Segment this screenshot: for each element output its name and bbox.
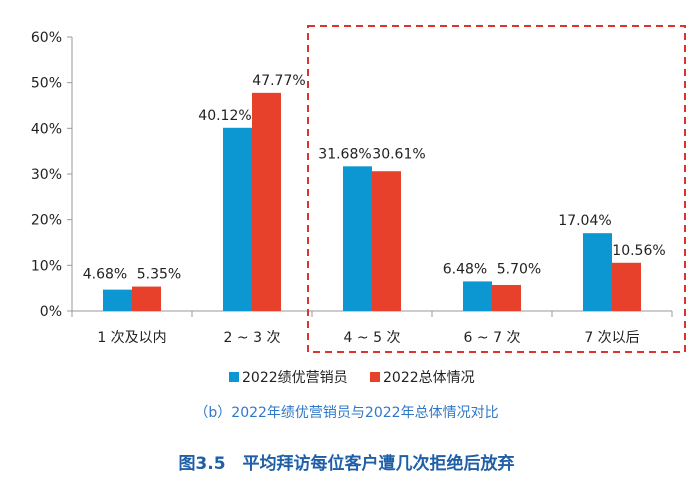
bar <box>463 281 492 311</box>
legend-label: 2022总体情况 <box>383 370 475 386</box>
y-tick-label: 50% <box>31 76 62 92</box>
data-labels: 4.68% 5.35% 40.12% 47.77% 31.68% 30.61% 6.48% 5… <box>83 73 666 283</box>
legend-label: 2022绩优营销员 <box>242 370 348 386</box>
y-tick-label: 30% <box>31 167 62 183</box>
bar <box>372 171 401 311</box>
y-tick-label: 10% <box>31 258 62 274</box>
data-label: 40.12% <box>198 108 251 124</box>
bar <box>583 233 612 311</box>
bar <box>252 92 281 311</box>
bar <box>343 166 372 311</box>
data-label: 5.70% <box>497 261 541 277</box>
figure-title: 图3.5 平均拜访每位客户遭几次拒绝后放弃 <box>178 454 515 474</box>
y-tick-label: 40% <box>31 121 62 137</box>
y-tick-label: 0% <box>40 304 62 320</box>
bars <box>103 92 641 311</box>
y-axis: 0% 10% 20% 30% 40% 50% 60% <box>31 30 73 320</box>
bar <box>132 286 161 311</box>
bar <box>492 284 521 311</box>
data-label: 4.68% <box>83 267 127 283</box>
data-label: 5.35% <box>137 267 181 283</box>
bar <box>612 262 641 311</box>
legend-swatch <box>370 372 380 382</box>
y-tick-label: 20% <box>31 213 62 229</box>
x-category-label: 1 次及以内 <box>97 330 166 346</box>
data-label: 31.68% <box>318 146 371 162</box>
legend-swatch <box>229 372 239 382</box>
dashed-highlight-rect <box>307 25 686 353</box>
data-label: 30.61% <box>372 146 425 162</box>
data-label: 10.56% <box>612 243 665 259</box>
x-category-label: 7 次以后 <box>584 330 639 346</box>
chart-subtitle: （b）2022年绩优营销员与2022年总体情况对比 <box>194 405 499 421</box>
bar-chart: 0% 10% 20% 30% 40% 50% 60% 1 次及以内 2 ~ 3 次 4 ~ 5 … <box>31 25 686 386</box>
x-category-label: 6 ~ 7 次 <box>464 330 521 346</box>
data-label: 6.48% <box>443 261 487 277</box>
highlight-box <box>307 25 686 353</box>
data-label: 47.77% <box>252 73 305 89</box>
x-axis: 1 次及以内 2 ~ 3 次 4 ~ 5 次 6 ~ 7 次 7 次以后 <box>71 310 673 346</box>
legend: 2022绩优营销员 2022总体情况 <box>229 370 475 386</box>
x-category-label: 4 ~ 5 次 <box>344 330 401 346</box>
bar <box>103 289 132 311</box>
data-label: 17.04% <box>558 213 611 229</box>
x-category-label: 2 ~ 3 次 <box>224 330 281 346</box>
y-tick-label: 60% <box>31 30 62 46</box>
bar <box>223 127 252 311</box>
